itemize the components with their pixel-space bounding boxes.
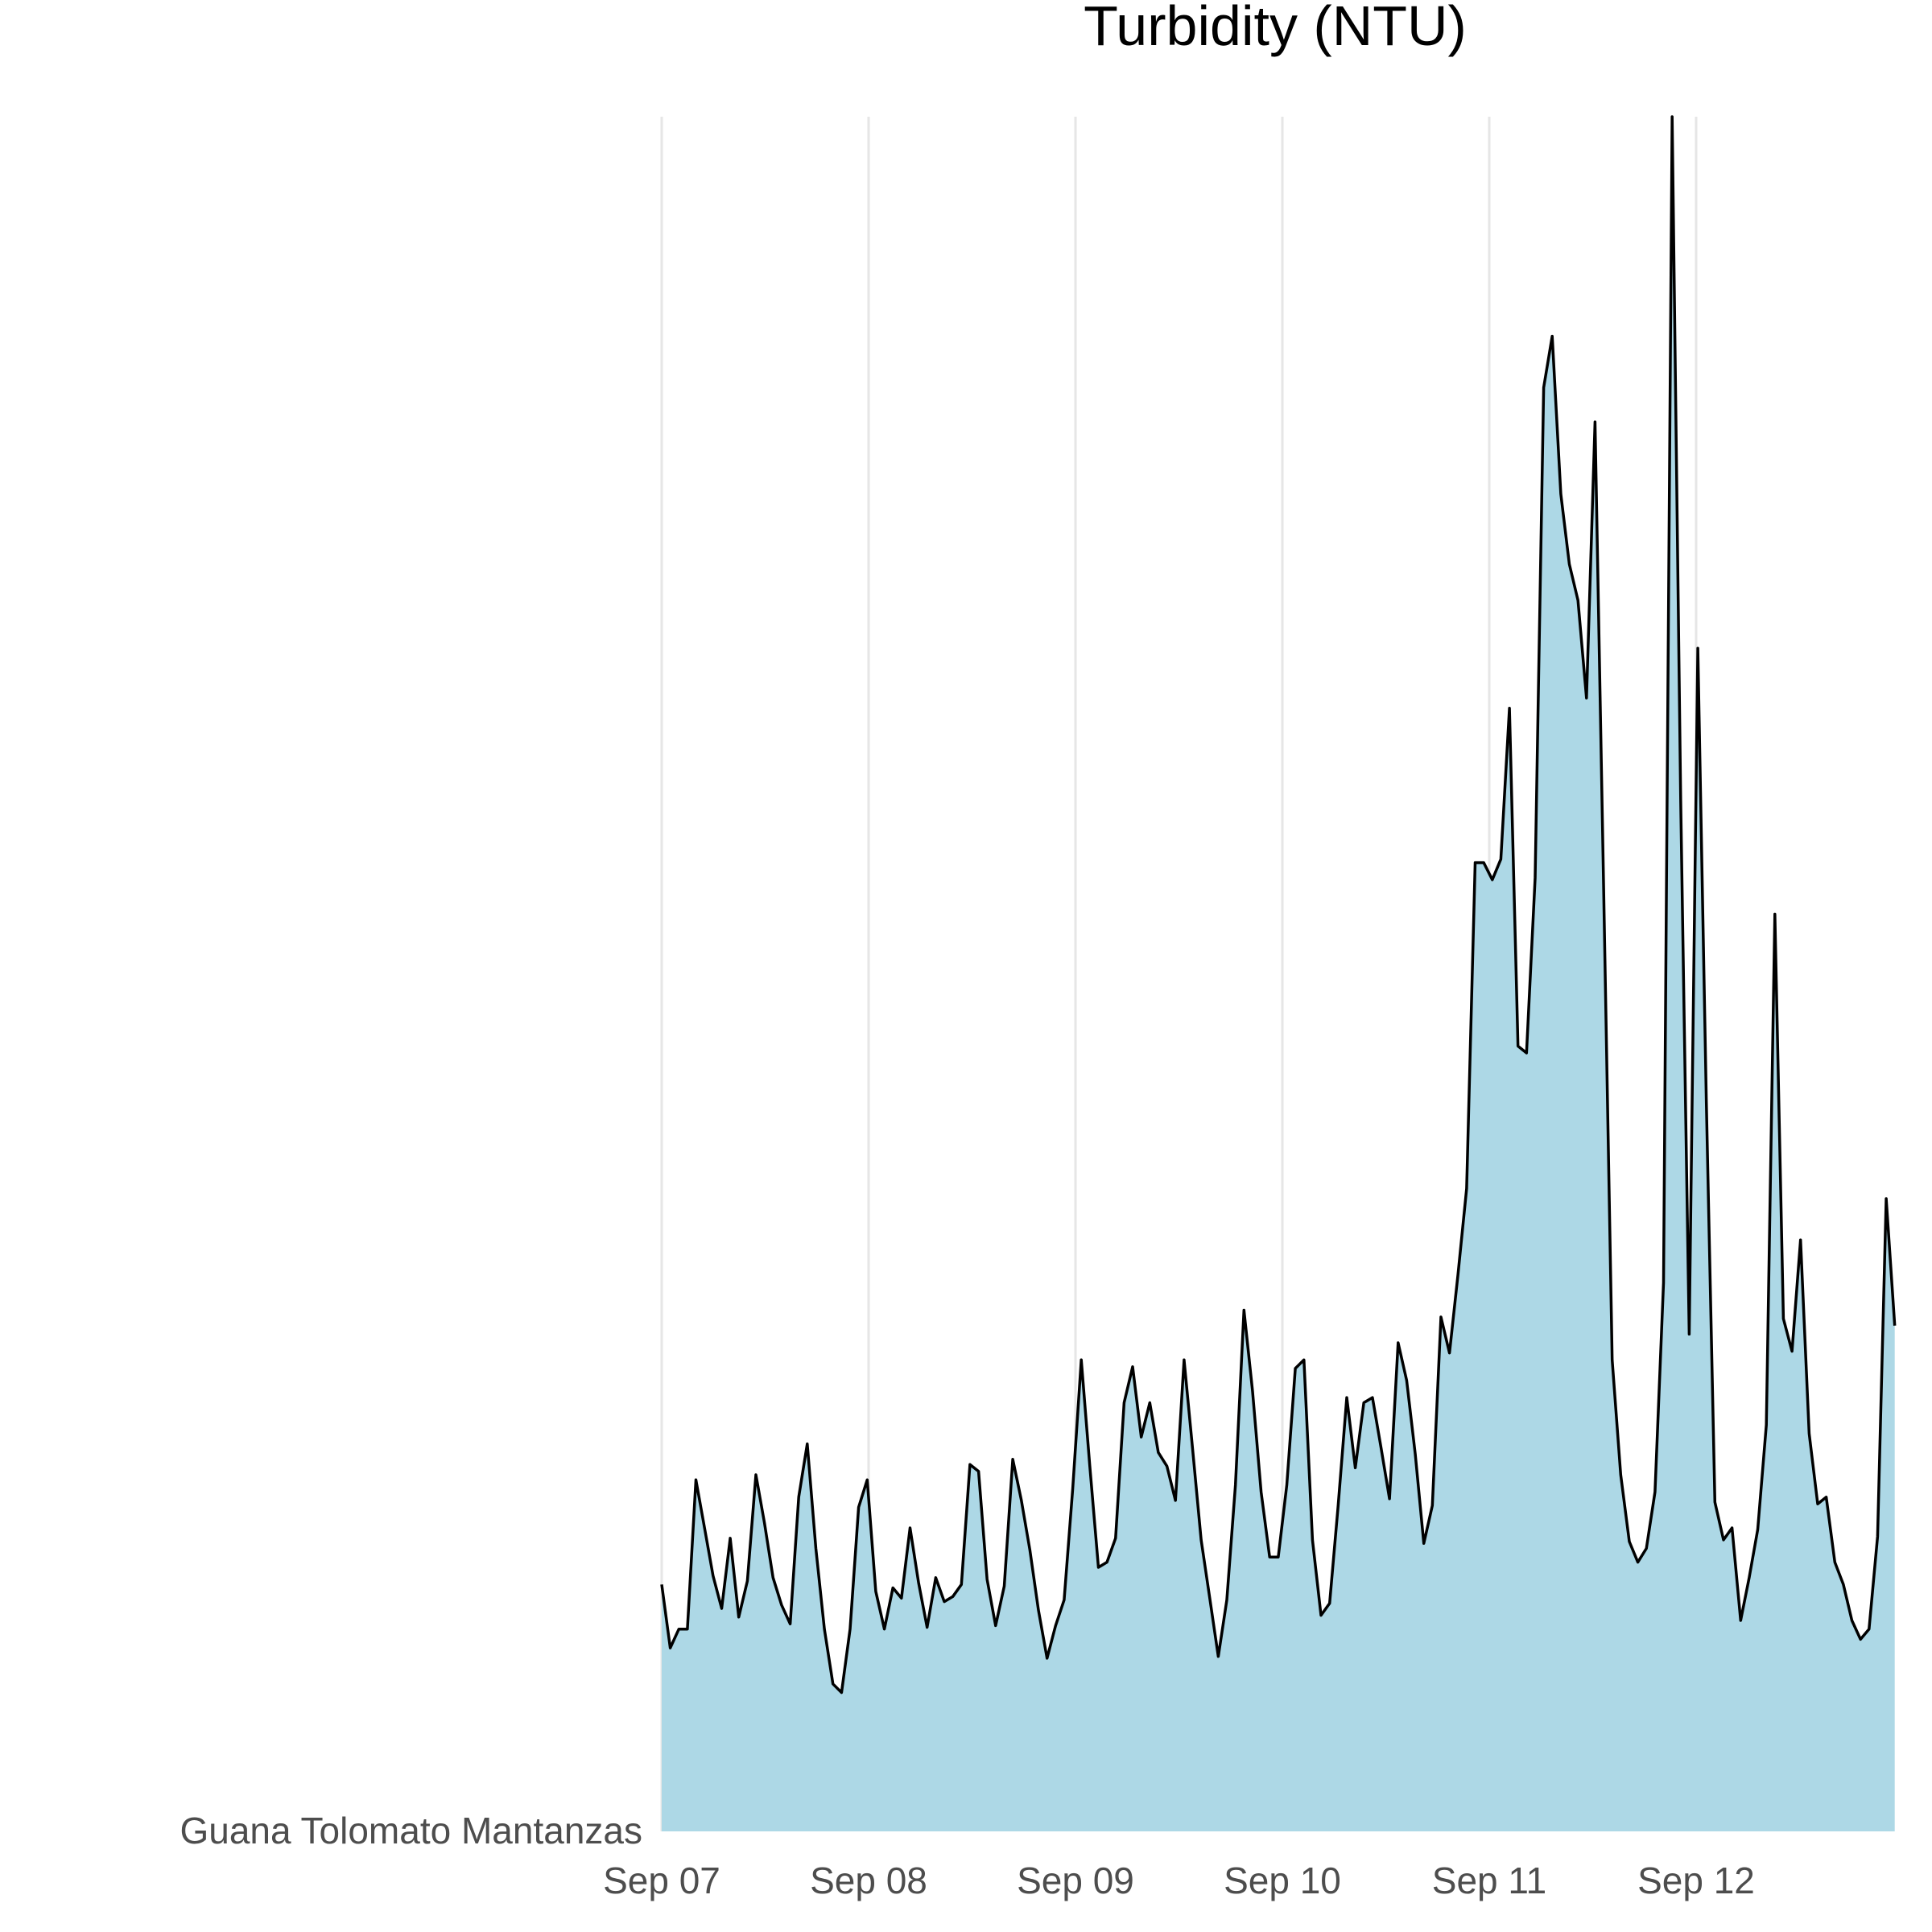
turbidity-area [662,117,1895,1831]
x-tick-label: Sep 08 [810,1860,927,1901]
chart-title: Turbidity (NTU) [1084,0,1467,57]
x-tick-label: Sep 11 [1432,1860,1546,1901]
x-tick-label: Sep 10 [1224,1860,1341,1901]
turbidity-line [660,115,1897,1695]
x-tick-label: Sep 09 [1017,1860,1134,1901]
x-tick-label: Sep 07 [603,1860,720,1901]
x-axis-ticks: Sep 07 Sep 08 Sep 09 Sep 10 Sep 11 Sep 12 [603,1860,1755,1901]
category-label: Guana Tolomato Mantanzas [180,1810,642,1852]
plot-area [660,115,1897,1831]
x-tick-label: Sep 12 [1637,1860,1755,1901]
